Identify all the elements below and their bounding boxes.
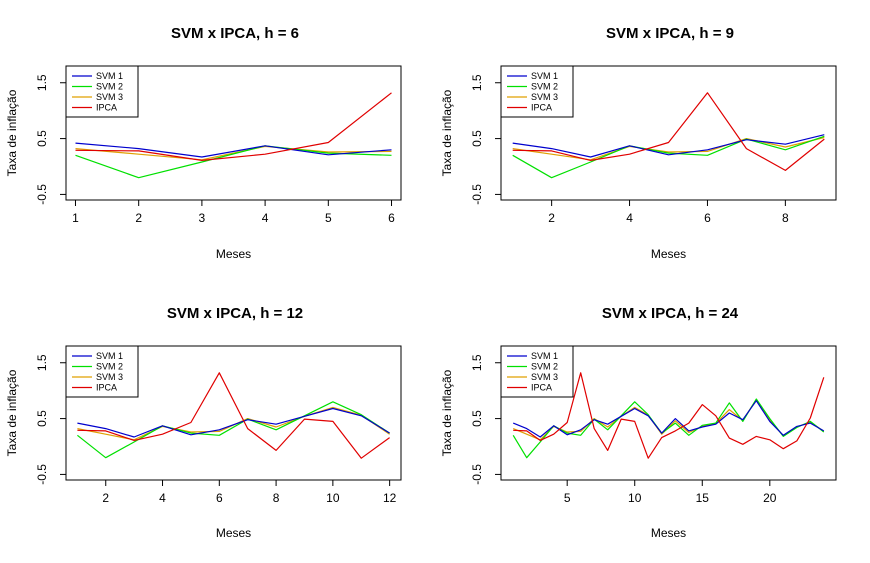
plot-frame <box>65 345 402 481</box>
x-tick-label: 4 <box>159 491 166 505</box>
y-tick-label: 1.5 <box>470 74 484 91</box>
x-tick-label: 8 <box>782 211 789 225</box>
legend-box <box>500 345 574 398</box>
legend-entry: IPCA <box>531 383 552 393</box>
legend-entry: SVM 2 <box>531 82 558 92</box>
x-axis-label: Meses <box>651 526 686 540</box>
plot-frame <box>500 65 837 201</box>
legend-entry: SVM 3 <box>96 92 123 102</box>
chart-panel-2: SVM x IPCA, h = 9 2 4 6 8 -0.5 0.5 1.5 Meses Taxa… <box>440 25 837 261</box>
series-line-ipca <box>75 92 392 161</box>
legend-box <box>65 345 139 398</box>
y-axis-label: Taxa de inflação <box>440 89 454 176</box>
x-tick-label: 8 <box>273 491 280 505</box>
y-tick-label: 1.5 <box>35 74 49 91</box>
series-line-svm-2 <box>77 401 390 459</box>
x-tick-label: 5 <box>325 211 332 225</box>
y-tick-label: -0.5 <box>470 184 484 205</box>
x-tick-label: 15 <box>696 491 710 505</box>
series-line-ipca <box>513 372 825 459</box>
legend-entry: SVM 1 <box>531 351 558 361</box>
legend-entry: SVM 3 <box>531 92 558 102</box>
y-axis-label: Taxa de inflação <box>5 89 19 176</box>
plot-frame <box>500 345 837 481</box>
y-tick-label: 1.5 <box>35 354 49 371</box>
y-axis-label: Taxa de inflação <box>440 369 454 456</box>
legend-entry: IPCA <box>531 103 552 113</box>
chart-title: SVM x IPCA, h = 24 <box>602 305 739 322</box>
x-tick-label: 20 <box>763 491 777 505</box>
legend-entry: SVM 1 <box>531 71 558 81</box>
series-line-ipca <box>77 372 390 459</box>
y-tick-label: 1.5 <box>470 354 484 371</box>
x-tick-label: 3 <box>199 211 206 225</box>
x-tick-label: 6 <box>216 491 223 505</box>
chart-panel-4: SVM x IPCA, h = 24 5 10 15 20 -0.5 0.5 1.5 Meses… <box>440 305 837 540</box>
x-tick-label: 4 <box>262 211 269 225</box>
chart-panel-3: SVM x IPCA, h = 12 2 4 6 8 10 12 -0.5 0.5 1.5 Mese… <box>5 305 402 540</box>
legend-entry: IPCA <box>96 103 117 113</box>
y-tick-label: 0.5 <box>470 410 484 427</box>
chart-title: SVM x IPCA, h = 12 <box>167 305 303 322</box>
legend-entry: SVM 1 <box>96 351 123 361</box>
legend-box <box>500 65 574 118</box>
y-tick-label: 0.5 <box>470 130 484 147</box>
series-line-svm-3 <box>75 145 392 161</box>
x-tick-label: 2 <box>135 211 142 225</box>
x-tick-label: 10 <box>326 491 340 505</box>
series-line-svm-2 <box>512 398 825 459</box>
chart-panel-1: SVM x IPCA, h = 6 1 2 3 4 5 6 -0.5 0.5 1.5 Meses Ta… <box>5 25 402 261</box>
x-tick-label: 2 <box>102 491 109 505</box>
x-axis-label: Meses <box>651 247 686 261</box>
chart-title: SVM x IPCA, h = 6 <box>171 25 299 42</box>
x-tick-label: 6 <box>388 211 395 225</box>
x-tick-label: 5 <box>564 491 571 505</box>
plot-frame <box>65 65 402 201</box>
x-tick-label: 12 <box>383 491 397 505</box>
series-line-svm-1 <box>512 134 825 158</box>
x-tick-label: 10 <box>628 491 642 505</box>
series-line-svm-1 <box>77 407 390 438</box>
y-tick-label: 0.5 <box>35 130 49 147</box>
legend-entry: SVM 2 <box>531 362 558 372</box>
series-line-svm-1 <box>75 142 392 158</box>
series-line-svm-1 <box>512 400 825 438</box>
legend-box <box>65 65 139 118</box>
y-tick-label: -0.5 <box>35 464 49 485</box>
x-axis-label: Meses <box>216 247 251 261</box>
legend-entry: SVM 1 <box>96 71 123 81</box>
x-axis-label: Meses <box>216 526 251 540</box>
x-tick-label: 2 <box>548 211 555 225</box>
legend-entry: SVM 2 <box>96 362 123 372</box>
x-tick-label: 1 <box>72 211 79 225</box>
series-line-ipca <box>512 92 825 171</box>
legend-entry: SVM 3 <box>531 372 558 382</box>
series-line-svm-2 <box>512 135 825 179</box>
series-line-svm-3 <box>512 136 825 161</box>
legend-entry: IPCA <box>96 383 117 393</box>
y-tick-label: -0.5 <box>470 464 484 485</box>
y-axis-label: Taxa de inflação <box>5 369 19 456</box>
y-tick-label: -0.5 <box>35 184 49 205</box>
legend-entry: SVM 2 <box>96 82 123 92</box>
y-tick-label: 0.5 <box>35 410 49 427</box>
x-tick-label: 6 <box>704 211 711 225</box>
chart-title: SVM x IPCA, h = 9 <box>606 25 734 42</box>
legend-entry: SVM 3 <box>96 372 123 382</box>
x-tick-label: 4 <box>626 211 633 225</box>
